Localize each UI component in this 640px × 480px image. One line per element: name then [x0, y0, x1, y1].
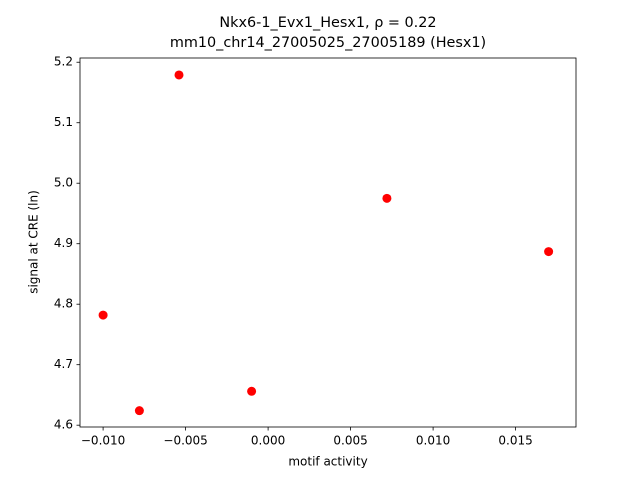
point — [134, 406, 144, 416]
point — [174, 70, 184, 80]
y-tick-label: 4.7 — [54, 357, 73, 371]
point — [382, 193, 392, 203]
x-tick-label: −0.005 — [163, 434, 207, 448]
y-axis-label: signal at CRE (ln) — [27, 190, 41, 294]
x-tick-label: 0.015 — [498, 434, 532, 448]
x-tick-label: 0.005 — [333, 434, 367, 448]
y-tick-label: 4.9 — [54, 236, 73, 250]
x-tick-label: 0.000 — [251, 434, 285, 448]
y-tick-label: 4.6 — [54, 418, 73, 432]
chart-subtitle: mm10_chr14_27005025_27005189 (Hesx1) — [170, 35, 486, 51]
x-tick-label: 0.010 — [416, 434, 450, 448]
x-axis-label: motif activity — [288, 455, 367, 469]
y-tick-label: 5.1 — [54, 115, 73, 129]
point — [98, 310, 108, 320]
point — [247, 386, 257, 396]
x-tick-label: −0.010 — [81, 434, 125, 448]
chart-title: Nkx6-1_Evx1_Hesx1, ρ = 0.22 — [219, 15, 436, 31]
y-tick-label: 4.8 — [54, 297, 73, 311]
y-tick-label: 5.2 — [54, 55, 73, 69]
y-tick-label: 5.0 — [54, 176, 73, 190]
plot-frame — [79, 57, 577, 428]
point — [544, 247, 554, 257]
